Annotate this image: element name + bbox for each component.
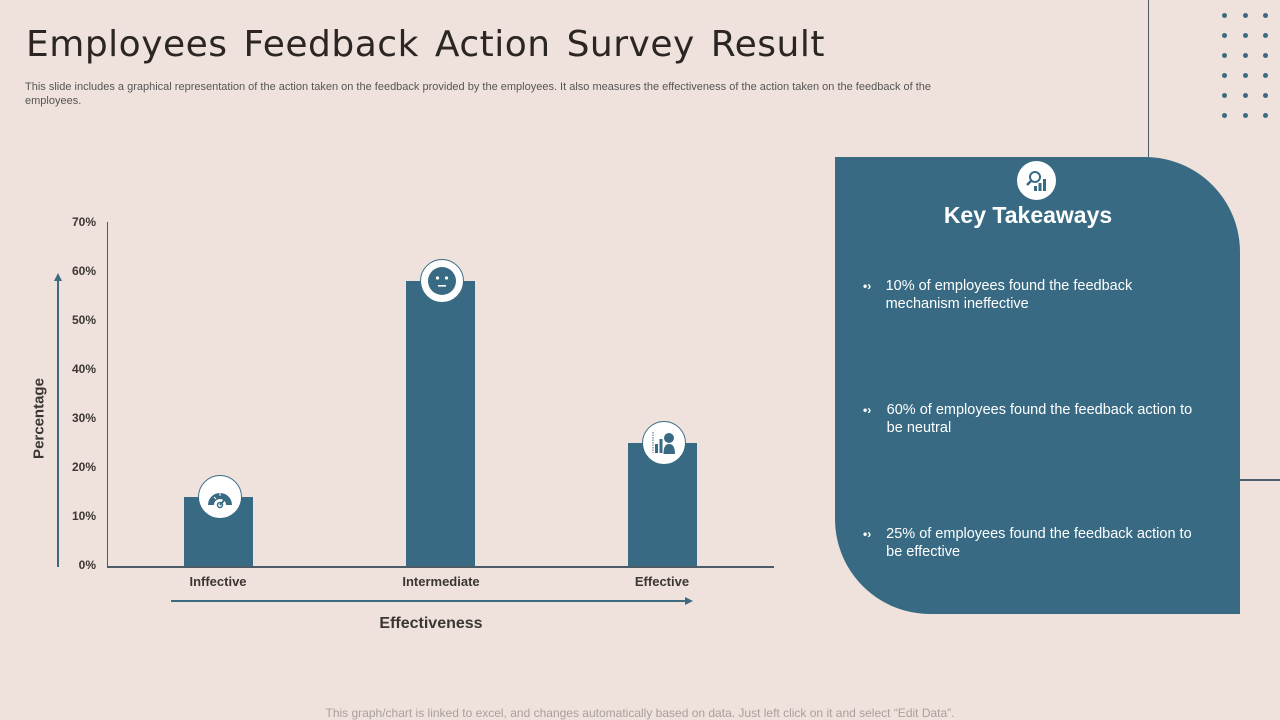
takeaway-text: 60% of employees found the feedback acti… bbox=[886, 402, 1193, 436]
y-axis-label: Percentage bbox=[30, 378, 48, 459]
category-label: Inffective bbox=[189, 574, 247, 589]
y-tick: 70% bbox=[71, 215, 96, 229]
takeaway-text: 10% of employees found the feedback mech… bbox=[885, 278, 1133, 312]
x-axis-label: Effectiveness bbox=[379, 615, 483, 632]
bar-intermediate[interactable] bbox=[406, 280, 475, 566]
key-takeaways-title: Key Takeaways bbox=[943, 202, 1113, 228]
y-axis-line bbox=[107, 222, 108, 567]
decorative-dot-grid bbox=[1219, 10, 1271, 121]
y-tick: 40% bbox=[71, 362, 96, 376]
page-title: Employees Feedback Action Survey Result bbox=[26, 24, 825, 65]
category-label: Intermediate bbox=[402, 574, 480, 589]
y-tick: 50% bbox=[71, 313, 96, 327]
footer-note: This graph/chart is linked to excel, and… bbox=[325, 706, 955, 720]
key-takeaways-panel: Key Takeaways •› 10% of employees found … bbox=[835, 157, 1240, 614]
y-tick: 10% bbox=[71, 509, 96, 523]
speedometer-icon bbox=[198, 475, 242, 520]
arrow-bullet-icon: •› bbox=[863, 527, 872, 541]
arrow-bullet-icon: •› bbox=[863, 279, 872, 293]
takeaway-item: •› 60% of employees found the feedback a… bbox=[863, 401, 1203, 437]
arrow-bullet-icon: •› bbox=[863, 403, 872, 417]
x-axis-line bbox=[107, 566, 774, 568]
decorative-vertical-line bbox=[1148, 0, 1149, 157]
takeaway-text: 25% of employees found the feedback acti… bbox=[886, 526, 1192, 560]
search-growth-chart-icon bbox=[1017, 161, 1056, 200]
y-axis-arrow bbox=[54, 273, 61, 567]
y-tick: 0% bbox=[78, 558, 96, 572]
y-tick: 30% bbox=[71, 411, 96, 425]
y-tick: 60% bbox=[71, 264, 96, 278]
x-axis-arrow bbox=[171, 597, 693, 604]
decorative-horizontal-line bbox=[1240, 479, 1280, 481]
y-tick: 20% bbox=[71, 460, 96, 474]
neutral-face-icon bbox=[420, 258, 464, 303]
takeaway-item: •› 25% of employees found the feedback a… bbox=[863, 525, 1203, 561]
page-subtitle: This slide includes a graphical represen… bbox=[25, 81, 932, 107]
category-label: Effective bbox=[634, 574, 690, 589]
takeaway-item: •› 10% of employees found the feedback m… bbox=[863, 277, 1203, 313]
person-chart-icon bbox=[642, 421, 686, 466]
